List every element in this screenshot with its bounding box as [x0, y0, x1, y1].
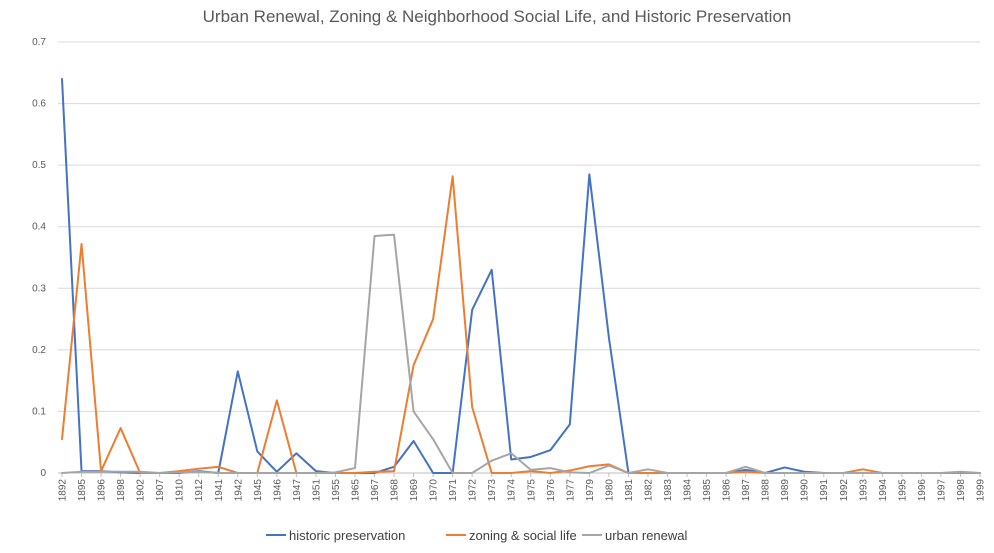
x-tick-label: 1980 [604, 479, 615, 502]
x-tick-label: 1989 [780, 479, 791, 502]
x-tick-label: 1967 [370, 479, 381, 502]
y-tick-label: 0.5 [32, 160, 46, 171]
x-tick-label: 1976 [546, 479, 557, 502]
x-tick-label: 1946 [272, 479, 283, 502]
x-tick-label: 1912 [194, 479, 205, 502]
x-tick-label: 1982 [643, 479, 654, 502]
series-line-2 [61, 233, 981, 474]
x-tick-label: 1987 [741, 479, 752, 502]
chart-title: Urban Renewal, Zoning & Neighborhood Soc… [203, 7, 792, 26]
x-tick-label: 1902 [136, 479, 147, 502]
x-tick-label: 1898 [116, 479, 127, 502]
x-tick-label: 1971 [448, 479, 459, 502]
x-tick-label: 1974 [507, 479, 518, 502]
y-tick-label: 0.4 [32, 222, 46, 233]
x-tick-label: 1993 [858, 479, 869, 502]
x-tick-label: 1945 [253, 479, 264, 502]
y-tick-label: 0.3 [32, 283, 46, 294]
x-tick-label: 1910 [175, 479, 186, 502]
x-tick-label: 1979 [585, 479, 596, 502]
x-tick-label: 1975 [526, 479, 537, 502]
x-tick-label: 1988 [761, 479, 772, 502]
y-tick-label: 0 [40, 468, 46, 479]
x-tick-label: 1942 [233, 479, 244, 502]
x-tick-label: 1968 [390, 479, 401, 502]
x-tick-label: 1990 [800, 479, 811, 502]
x-tick-label: 1896 [97, 479, 108, 502]
x-tick-label: 1907 [155, 479, 166, 502]
y-axis-ticks: 0 0.1 0.2 0.3 0.4 0.5 0.6 0.7 [32, 37, 46, 479]
x-tick-label: 1977 [565, 479, 576, 502]
x-tick-label: 1997 [936, 479, 947, 502]
legend-label: zoning & social life [469, 528, 577, 543]
x-tick-label: 1995 [897, 479, 908, 502]
x-tick-label: 1947 [292, 479, 303, 502]
x-tick-label: 1981 [624, 479, 635, 502]
x-tick-label: 1996 [917, 479, 928, 502]
x-tick-label: 1998 [956, 479, 967, 502]
x-tick-label: 1999 [976, 479, 987, 502]
x-tick-label: 1972 [468, 479, 479, 502]
x-tick-label: 1985 [702, 479, 713, 502]
legend-label: urban renewal [605, 528, 687, 543]
x-tick-label: 1992 [839, 479, 850, 502]
x-tick-label: 1994 [878, 479, 889, 502]
x-tick-label: 1970 [429, 479, 440, 502]
x-tick-label: 1955 [331, 479, 342, 502]
y-tick-label: 0.1 [32, 406, 46, 417]
x-tick-label: 1986 [722, 479, 733, 502]
series-lines [61, 77, 981, 474]
series-line-0 [61, 77, 981, 474]
series-line-1 [61, 175, 981, 474]
legend-label: historic preservation [289, 528, 405, 543]
x-tick-label: 1941 [214, 479, 225, 502]
x-tick-label: 1892 [58, 479, 69, 502]
legend: historic preservation zoning & social lif… [266, 528, 687, 543]
x-axis-ticks: 1892 1895 1896 1898 1902 1907 1910 1912 1941 1942… [58, 473, 987, 501]
x-tick-label: 1951 [311, 479, 322, 502]
x-tick-label: 1973 [487, 479, 498, 502]
y-tick-label: 0.2 [32, 345, 46, 356]
y-tick-label: 0.7 [32, 37, 46, 48]
x-tick-label: 1984 [683, 479, 694, 502]
x-tick-label: 1983 [663, 479, 674, 502]
x-tick-label: 1969 [409, 479, 420, 502]
x-tick-label: 1991 [819, 479, 830, 502]
x-tick-label: 1965 [350, 479, 361, 502]
x-tick-label: 1895 [77, 479, 88, 502]
gridlines [58, 41, 980, 474]
y-tick-label: 0.6 [32, 99, 46, 110]
